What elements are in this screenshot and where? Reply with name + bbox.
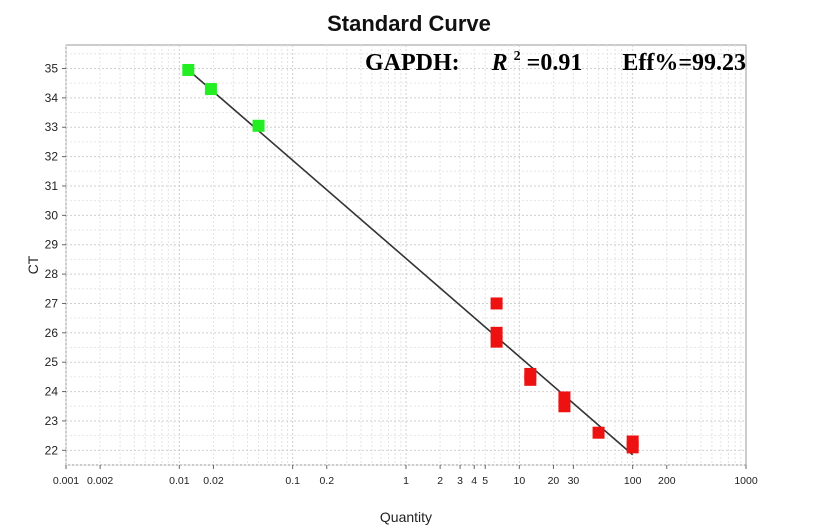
y-tick-label: 28 (45, 267, 59, 281)
r-squared-symbol: R (491, 50, 508, 76)
y-tick-label: 30 (45, 208, 59, 222)
x-tick-label: 0.01 (169, 475, 190, 487)
x-tick-label: 100 (624, 475, 642, 487)
x-tick-label: 1000 (734, 475, 758, 487)
y-tick-label: 27 (45, 296, 59, 310)
y-tick-label: 24 (45, 385, 59, 399)
x-tick-label: 4 (471, 475, 477, 487)
x-tick-label: 3 (457, 475, 463, 487)
y-tick-label: 23 (45, 414, 59, 428)
sample-point (592, 426, 605, 439)
r-squared-superscript: 2 (514, 49, 521, 64)
y-axis-ticks: 22 23 24 25 26 27 28 29 30 31 32 33 34 35 (45, 61, 66, 457)
data-points (182, 63, 639, 454)
y-tick-label: 29 (45, 238, 59, 252)
y-tick-label: 32 (45, 150, 59, 164)
y-tick-label: 33 (45, 120, 59, 134)
x-tick-label: 5 (482, 475, 488, 487)
y-tick-label: 34 (45, 91, 59, 105)
y-tick-label: 22 (45, 443, 59, 457)
chart-title: Standard Curve (327, 11, 491, 36)
x-tick-label: 200 (658, 475, 676, 487)
y-tick-label: 31 (45, 179, 59, 193)
y-tick-label: 25 (45, 355, 59, 369)
x-tick-label: 10 (513, 475, 525, 487)
x-tick-label: 0.002 (87, 475, 113, 487)
sample-point (626, 441, 639, 454)
y-axis-label: CT (25, 255, 41, 274)
x-tick-label: 0.1 (285, 475, 300, 487)
x-tick-label: 20 (548, 475, 560, 487)
sample-point (524, 373, 537, 386)
x-tick-label: 1 (403, 475, 409, 487)
sample-point (490, 335, 503, 348)
grid-lines (65, 45, 746, 466)
standard-point (252, 119, 265, 132)
x-tick-label: 0.001 (53, 475, 79, 487)
x-tick-label: 0.2 (319, 475, 334, 487)
r-squared-value: =0.91 (527, 50, 583, 76)
x-tick-label: 2 (437, 475, 443, 487)
y-tick-label: 35 (45, 61, 59, 75)
x-tick-label: 0.02 (203, 475, 224, 487)
x-axis-label: Quantity (380, 509, 432, 525)
gene-label: GAPDH: (365, 50, 460, 76)
sample-point (490, 297, 503, 310)
fit-line (187, 69, 634, 456)
standard-point (182, 63, 195, 76)
annotation-text: GAPDH: R 2 =0.91 Eff%=99.23 (365, 40, 746, 76)
standard-point (204, 83, 217, 96)
fit-line-group (187, 69, 634, 456)
efficiency-value: Eff%=99.23 (622, 50, 746, 76)
y-tick-label: 26 (45, 326, 59, 340)
x-tick-label: 30 (568, 475, 580, 487)
sample-point (558, 400, 571, 413)
x-axis-ticks: 0.001 0.002 0.01 0.02 0.1 0.2 1 2 3 4 5 10 20 30 100 20… (53, 465, 758, 487)
